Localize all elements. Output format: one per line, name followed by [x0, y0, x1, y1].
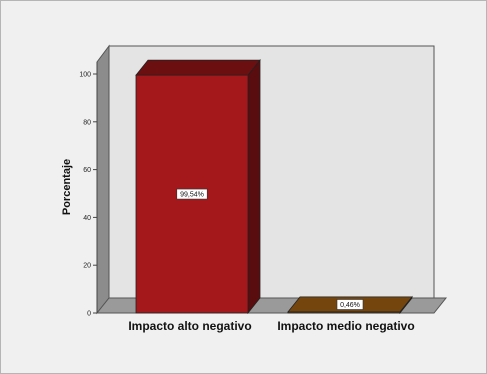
category-label-medio: Impacto medio negativo — [277, 319, 414, 333]
y-tick-label: 40 — [83, 215, 91, 222]
bar-impacto-alto-negativo: 99,54% — [135, 58, 261, 315]
y-tick-label: 80 — [83, 119, 91, 126]
y-tick-label: 100 — [79, 72, 91, 79]
bars-group: 99,54% 0,46% — [135, 58, 413, 315]
y-axis-ticks: 0 20 40 60 80 100 — [79, 72, 97, 318]
y-tick-label: 0 — [87, 311, 91, 318]
bar-data-label: 0,46% — [340, 302, 360, 309]
bar-top-face — [135, 59, 261, 76]
bar-impacto-medio-negativo: 0,46% — [287, 295, 413, 315]
chart-side-wall — [96, 44, 110, 315]
bar-data-label: 99,54% — [180, 192, 204, 199]
y-tick-label: 60 — [83, 167, 91, 174]
bar-data-label-box — [176, 188, 208, 200]
bar-data-label-box — [336, 299, 364, 310]
bar-side-face — [247, 58, 261, 315]
y-axis-title: Porcentaje — [61, 159, 73, 215]
category-label-alto: Impacto alto negativo — [128, 319, 251, 333]
y-tick-label: 20 — [83, 263, 91, 270]
